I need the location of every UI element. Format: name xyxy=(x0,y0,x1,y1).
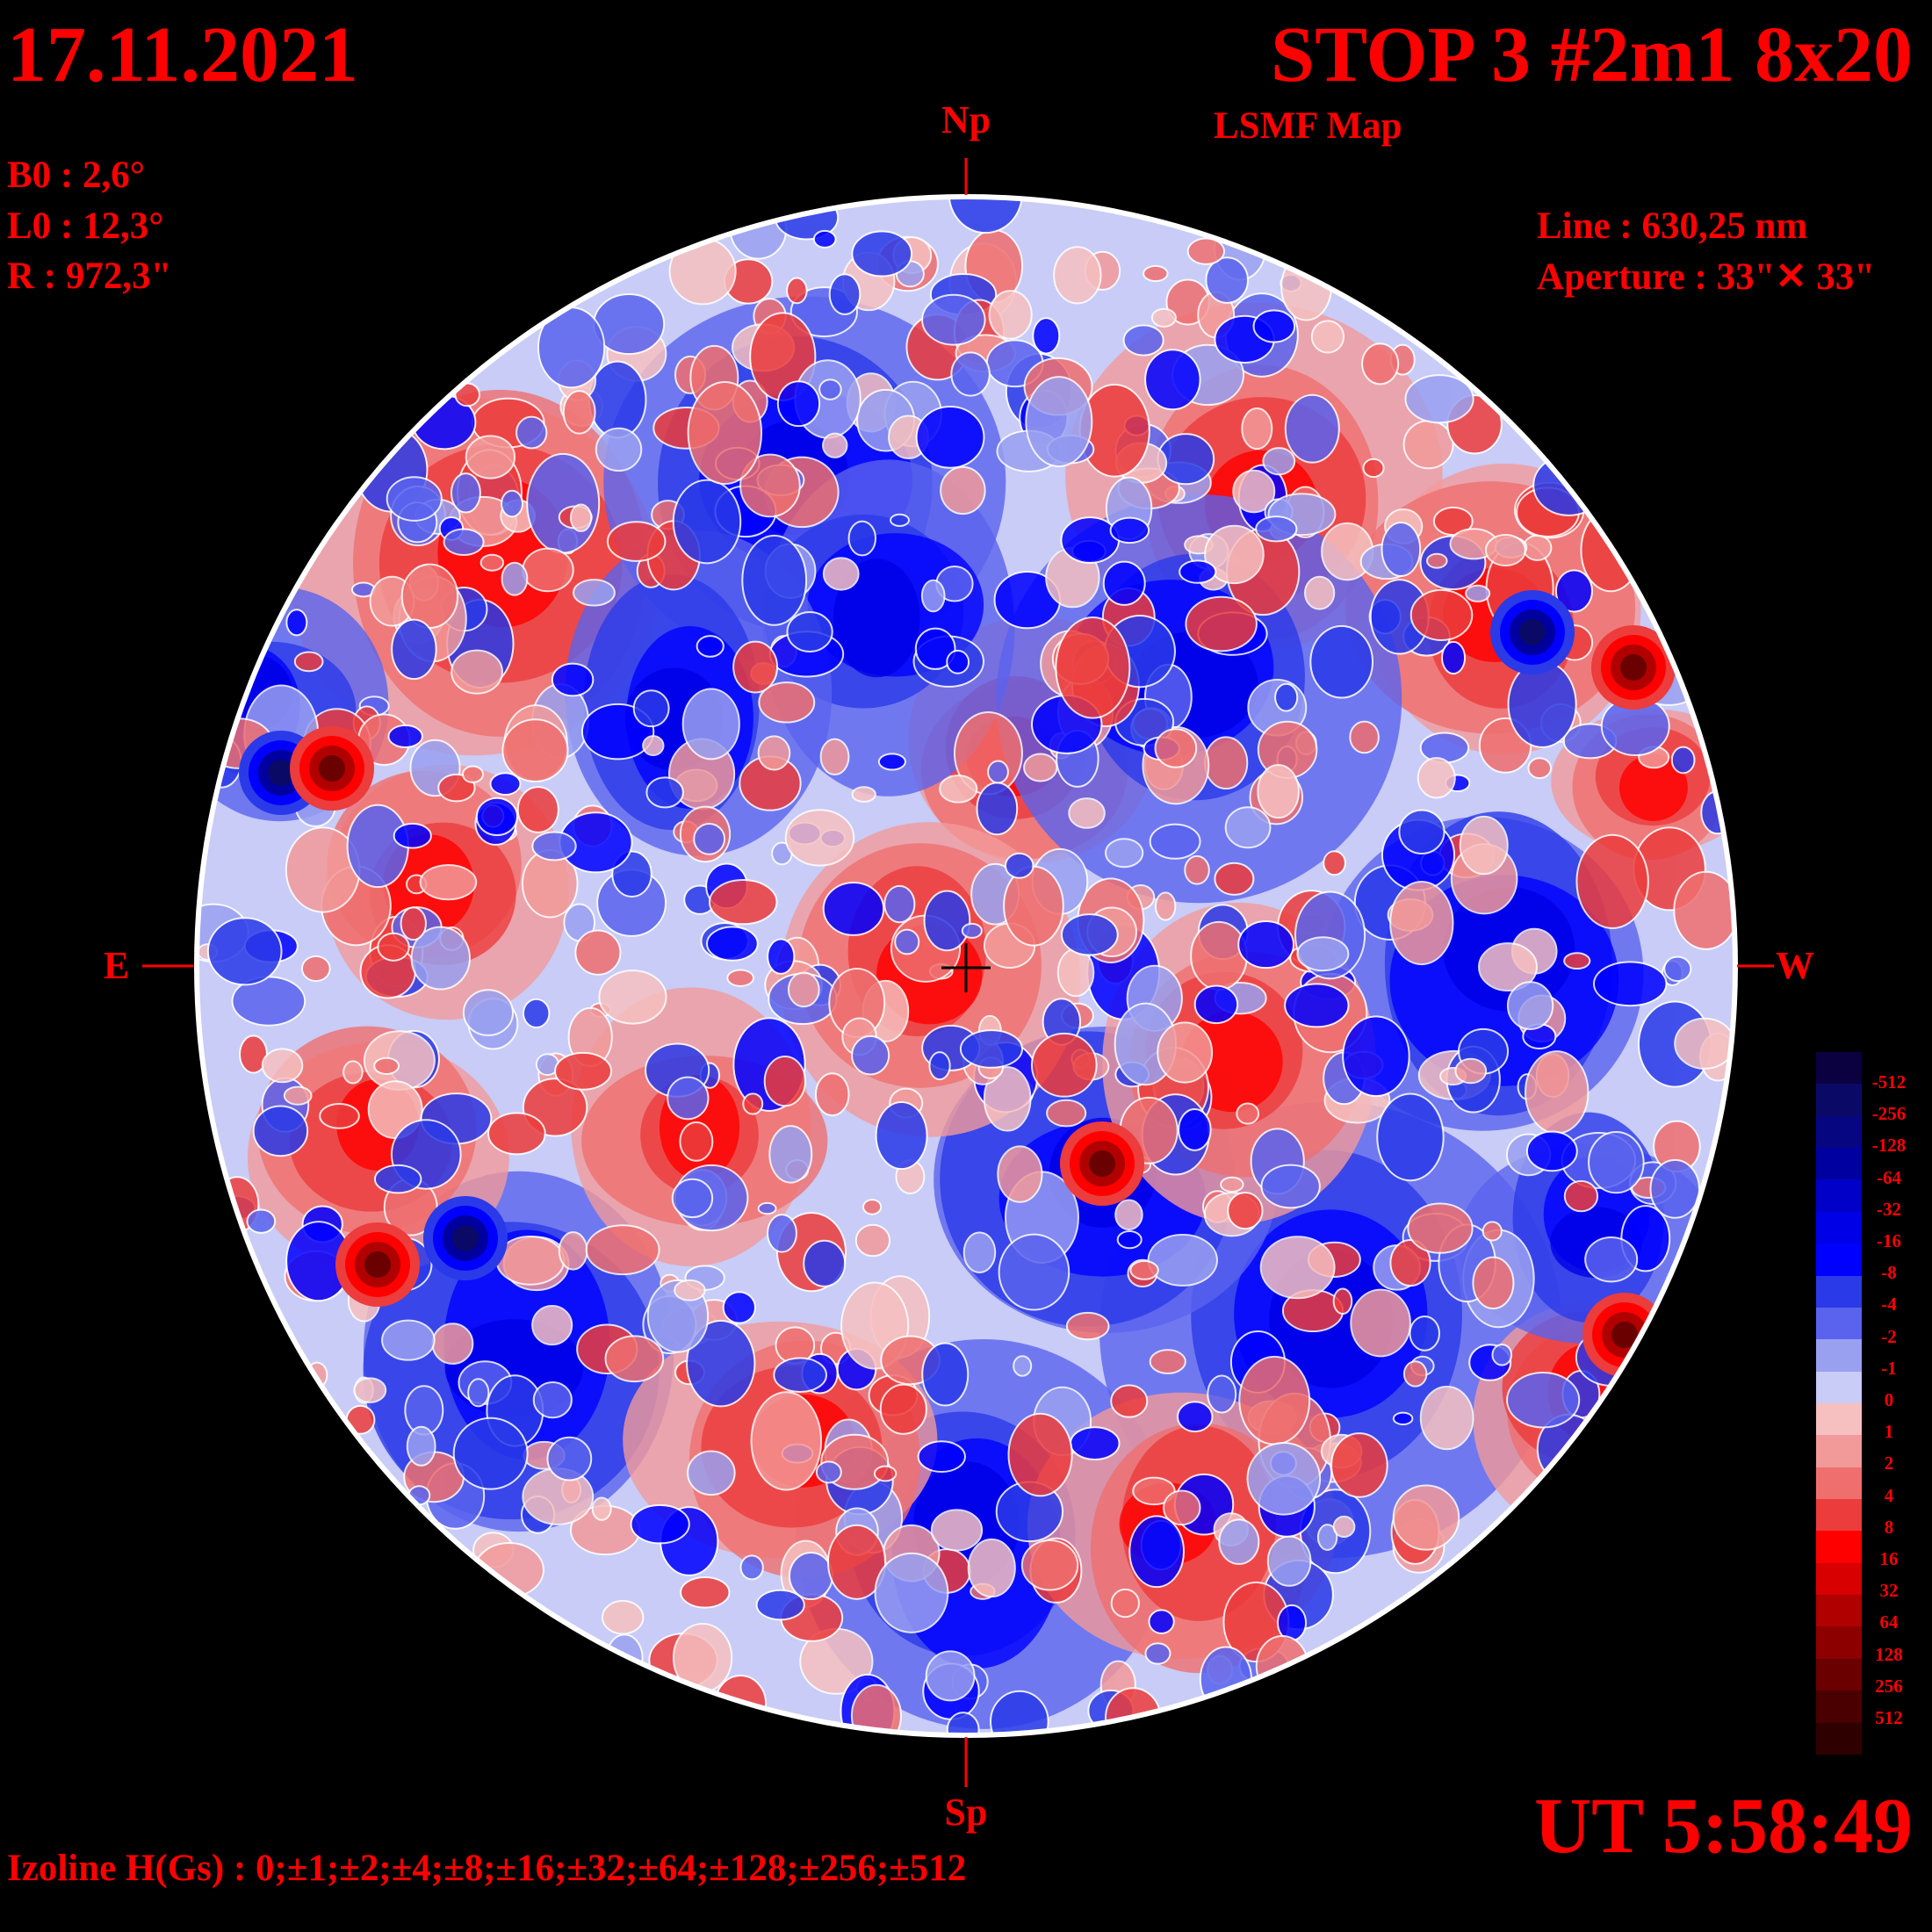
colorbar-label: -1 xyxy=(1881,1357,1897,1379)
colorbar-label: -512 xyxy=(1871,1071,1907,1092)
colorbar-label: -4 xyxy=(1881,1294,1897,1316)
disk-limb xyxy=(194,194,1738,1738)
param-l0: L0 : 12,3° xyxy=(7,205,164,247)
param-b0: B0 : 2,6° xyxy=(7,155,145,196)
colorbar-swatch xyxy=(1816,1179,1862,1212)
colorbar-label: -128 xyxy=(1871,1135,1907,1157)
colorbar-label: 1 xyxy=(1884,1421,1894,1443)
colorbar-label: 32 xyxy=(1879,1580,1899,1602)
colorbar-label: 2 xyxy=(1884,1453,1894,1474)
colorbar-swatch xyxy=(1816,1562,1862,1596)
north-label: Np xyxy=(941,98,991,141)
center-crosshair xyxy=(941,943,991,992)
colorbar-swatch xyxy=(1816,1595,1862,1627)
colorbar-swatch xyxy=(1816,1148,1862,1180)
colorbar-swatch xyxy=(1816,1467,1862,1500)
colorbar-label: -8 xyxy=(1881,1262,1897,1284)
param-aperture: Aperture : 33"✕ 33" xyxy=(1537,256,1876,298)
colorbar-swatch xyxy=(1816,1084,1862,1116)
param-radius: R : 972,3" xyxy=(7,256,172,297)
isoline-legend: Izoline H(Gs) : 0;±1;±2;±4;±8;±16;±32;±6… xyxy=(7,1848,967,1889)
colorbar-swatch xyxy=(1816,1307,1862,1340)
ut-time: UT 5:58:49 xyxy=(1534,1783,1913,1870)
map-title: STOP 3 #2m1 8x20 xyxy=(1271,11,1913,98)
colorbar-swatch xyxy=(1816,1115,1862,1149)
colorbar-swatch xyxy=(1816,1371,1862,1403)
observation-date: 17.11.2021 xyxy=(7,11,359,98)
east-label: E xyxy=(104,944,130,987)
colorbar-swatch xyxy=(1816,1244,1862,1276)
colorbar-label: 8 xyxy=(1884,1516,1894,1538)
colorbar-label: 128 xyxy=(1875,1643,1903,1665)
colorbar-swatch xyxy=(1816,1402,1862,1436)
colorbar-swatch xyxy=(1816,1626,1862,1659)
colorbar-label: -256 xyxy=(1871,1103,1907,1125)
colorbar-label: -2 xyxy=(1881,1325,1897,1347)
colorbar-label: 512 xyxy=(1875,1707,1903,1728)
colorbar-swatch xyxy=(1816,1052,1862,1085)
colorbar-swatch xyxy=(1816,1339,1862,1372)
colorbar-label: 64 xyxy=(1879,1611,1899,1633)
colorbar-label: -16 xyxy=(1877,1230,1901,1251)
colorbar-swatch xyxy=(1816,1435,1862,1467)
south-label: Sp xyxy=(944,1791,988,1834)
axis-ticks xyxy=(142,158,1774,1787)
colorbar-swatch xyxy=(1816,1499,1862,1532)
west-label: W xyxy=(1776,944,1814,987)
colorbar-swatch xyxy=(1816,1211,1862,1244)
colorbar-swatch xyxy=(1816,1275,1862,1308)
colorbar-label: -32 xyxy=(1877,1198,1901,1220)
colorbar-label: 4 xyxy=(1884,1484,1894,1506)
colorbar-swatch xyxy=(1816,1690,1862,1723)
colorbar-swatch xyxy=(1816,1658,1862,1691)
map-subtitle: LSMF Map xyxy=(1214,105,1402,147)
colorbar-label: 16 xyxy=(1879,1548,1899,1569)
colorbar-swatch xyxy=(1816,1722,1862,1755)
param-line: Line : 630,25 nm xyxy=(1537,205,1808,247)
colorbar xyxy=(1816,1052,1862,1755)
field-contours xyxy=(197,197,1735,1735)
colorbar-swatch xyxy=(1816,1531,1862,1563)
colorbar-label: 0 xyxy=(1884,1389,1894,1410)
colorbar-label: -64 xyxy=(1877,1166,1901,1188)
colorbar-label: 256 xyxy=(1875,1675,1903,1697)
